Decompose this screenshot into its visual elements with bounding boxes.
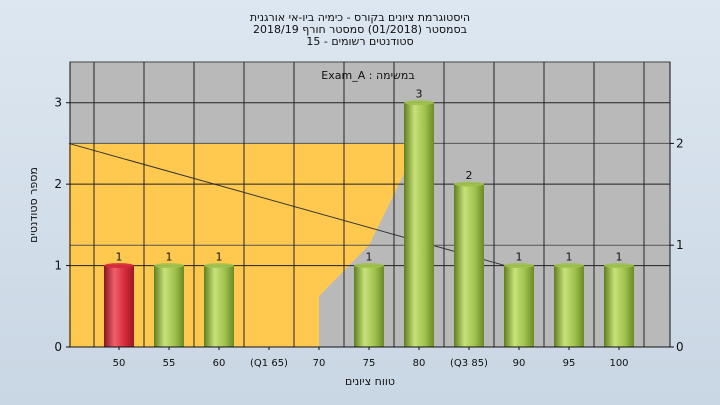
x-tick-label: (Q3 85) <box>450 358 488 369</box>
y2-tick-label: 0 <box>676 340 684 354</box>
bar <box>104 265 134 347</box>
bar-cap <box>404 100 434 106</box>
chart-title: היסטוגרמת ציונים בקורס - כימיה ביו-אי או… <box>249 11 471 24</box>
chart-annotation: Exam_A : במשימה <box>321 69 414 82</box>
bar <box>354 265 384 347</box>
y-tick-label: 2 <box>54 177 62 191</box>
bar <box>554 265 584 347</box>
bar-value-label: 1 <box>116 251 123 264</box>
axes: 0 1 2 3 0 1 2 50 55 60 (Q1 65) 70 75 80 (Q3 85) 90 95 100 <box>54 62 684 369</box>
chart-students-count: סטודנטים רשומים - 15 <box>306 35 414 48</box>
bar-value-label: 1 <box>366 251 373 264</box>
y-tick-label: 3 <box>54 96 62 110</box>
bar-value-label: 2 <box>466 169 473 182</box>
y-tick-label: 1 <box>54 259 62 273</box>
y-axis-title: מספר סטודנטים <box>27 167 40 243</box>
x-tick-label: 95 <box>563 358 576 369</box>
x-tick-label: 50 <box>113 358 126 369</box>
bar-cap <box>204 263 234 269</box>
bar-cap <box>104 263 134 269</box>
bar-cap <box>154 263 184 269</box>
x-tick-label: 90 <box>513 358 526 369</box>
bar <box>454 184 484 347</box>
x-tick-label: 70 <box>313 358 326 369</box>
x-axis-title: טווח ציונים <box>345 375 395 388</box>
bars: 1 1 1 1 3 2 1 1 1 <box>104 88 634 347</box>
y2-tick-label: 1 <box>676 238 684 252</box>
bar <box>404 102 434 347</box>
bar-value-label: 1 <box>566 251 573 264</box>
bar-cap <box>504 263 534 269</box>
bar-cap <box>354 263 384 269</box>
y2-tick-label: 2 <box>676 136 684 150</box>
bar-cap <box>554 263 584 269</box>
bar-cap <box>454 181 484 187</box>
chart-subtitle: בסמסטר (01/2018) סמסטר חורף 2018/19 <box>253 23 467 36</box>
x-tick-label: 75 <box>363 358 376 369</box>
bar-value-label: 1 <box>616 251 623 264</box>
bar-cap <box>604 263 634 269</box>
bar-value-label: 3 <box>416 88 423 101</box>
x-tick-label: (Q1 65) <box>250 358 288 369</box>
bar-value-label: 1 <box>166 251 173 264</box>
bar <box>504 265 534 347</box>
bar-value-label: 1 <box>516 251 523 264</box>
x-tick-label: 55 <box>163 358 176 369</box>
x-tick-label: 60 <box>213 358 226 369</box>
x-tick-label: 80 <box>413 358 426 369</box>
y-tick-label: 0 <box>54 340 62 354</box>
bar <box>204 265 234 347</box>
bar-value-label: 1 <box>216 251 223 264</box>
bar <box>604 265 634 347</box>
x-tick-label: 100 <box>609 358 628 369</box>
bar <box>154 265 184 347</box>
